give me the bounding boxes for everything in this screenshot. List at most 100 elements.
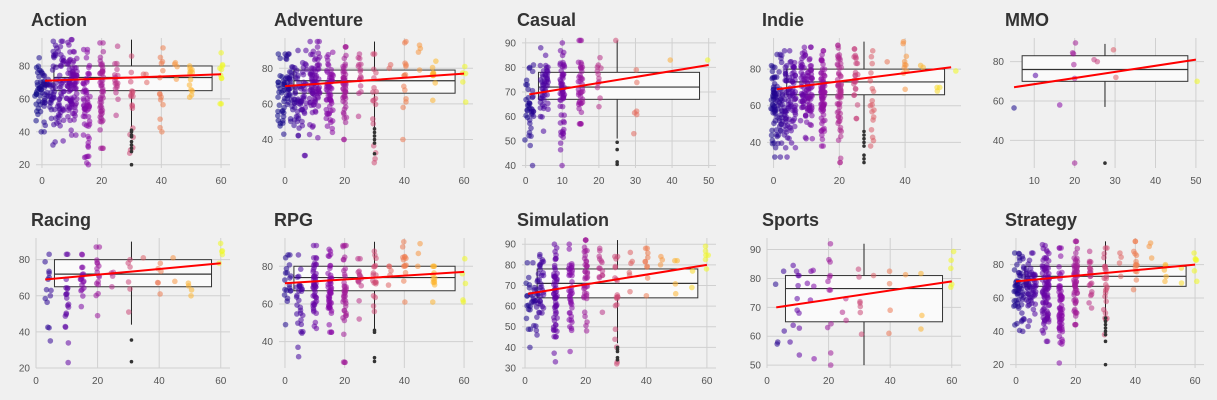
scatter-point — [46, 251, 52, 258]
scatter-point — [59, 38, 66, 45]
boxplot-outlier — [372, 328, 377, 333]
scatter-point — [529, 292, 536, 299]
scatter-point — [524, 259, 531, 266]
scatter-point — [294, 274, 301, 280]
boxplot-outlier — [1103, 332, 1108, 337]
scatter-point — [702, 248, 709, 254]
scatter-point — [777, 127, 784, 134]
boxplot-outlier — [615, 140, 619, 145]
y-tick-label: 40 — [262, 337, 274, 348]
scatter-point — [792, 72, 798, 79]
scatter-point — [217, 101, 223, 107]
y-tick-label: 90 — [505, 240, 517, 251]
scatter-point — [1039, 327, 1046, 334]
scatter-point — [1072, 287, 1079, 294]
scatter-point — [786, 116, 793, 123]
scatter-point — [188, 86, 194, 93]
scatter-point — [540, 128, 547, 135]
scatter-point — [80, 80, 87, 87]
y-tick-label: 80 — [505, 63, 517, 74]
scatter-point — [595, 62, 602, 68]
regression-line — [1013, 58, 1197, 89]
scatter-point — [370, 270, 377, 276]
facet-title: Casual — [517, 10, 577, 30]
scatter-point — [597, 265, 603, 272]
scatter-point — [341, 55, 348, 62]
scatter-point — [275, 51, 282, 57]
scatter-point — [771, 106, 777, 113]
scatter-point — [310, 308, 317, 315]
scatter-point — [356, 55, 363, 62]
scatter-point — [57, 43, 64, 50]
scatter-point — [531, 322, 537, 329]
boxplot-outlier — [129, 139, 134, 144]
scatter-point — [827, 362, 834, 368]
scatter-point — [387, 61, 394, 68]
facet-plot: 20 40 60 80 0 20 40 60 — [19, 36, 230, 187]
scatter-point — [280, 113, 287, 120]
y-tick-label: 80 — [19, 255, 31, 266]
scatter-point — [93, 292, 99, 299]
scatter-point — [294, 292, 300, 299]
scatter-point — [324, 54, 330, 60]
facet-title: MMO — [1005, 10, 1049, 30]
scatter-point — [218, 75, 225, 82]
scatter-point — [113, 89, 119, 96]
scatter-point — [1045, 318, 1052, 325]
scatter-point — [868, 53, 875, 60]
scatter-point — [855, 266, 862, 272]
scatter-point — [821, 66, 828, 73]
facet-strategy: Strategy 20 40 60 80 0 20 40 60 — [974, 200, 1217, 400]
scatter-point — [557, 120, 564, 126]
scatter-point — [856, 274, 862, 280]
scatter-point — [1072, 238, 1079, 245]
x-tick-label: 20 — [339, 176, 351, 187]
scatter-point — [327, 262, 334, 269]
scatter-point — [279, 107, 286, 114]
scatter-point — [582, 285, 588, 291]
scatter-point — [786, 48, 793, 54]
scatter-point — [799, 61, 806, 68]
scatter-point — [460, 79, 466, 85]
scatter-point — [129, 103, 136, 109]
scatter-point — [806, 56, 813, 63]
facet-indie: Indie 40 60 80 0 20 40 — [731, 0, 974, 200]
scatter-point — [74, 96, 80, 102]
scatter-point — [612, 336, 618, 343]
scatter-point — [403, 63, 409, 70]
scatter-point — [277, 55, 284, 62]
scatter-point — [566, 241, 573, 247]
scatter-point — [1087, 259, 1094, 265]
scatter-point — [128, 93, 134, 100]
scatter-point — [402, 299, 408, 305]
scatter-point — [72, 108, 79, 114]
scatter-point — [218, 50, 224, 56]
scatter-point — [1116, 260, 1123, 266]
scatter-point — [125, 309, 132, 315]
y-tick-label: 60 — [505, 112, 517, 123]
scatter-point — [81, 105, 88, 112]
scatter-point — [95, 278, 101, 285]
scatter-point — [1058, 293, 1065, 300]
facet-simulation: Simulation 30 40 50 60 70 80 90 0 20 40 60 — [486, 200, 729, 400]
y-tick-label: 80 — [505, 260, 517, 271]
scatter-point — [582, 252, 589, 259]
scatter-point — [68, 132, 75, 138]
scatter-point — [370, 116, 376, 122]
scatter-point — [341, 93, 348, 99]
boxplot-outlier — [1103, 362, 1108, 367]
facet-title: Indie — [762, 10, 805, 30]
scatter-point — [539, 102, 546, 108]
scatter-point — [1030, 306, 1037, 313]
scatter-point — [702, 243, 709, 250]
scatter-point — [1191, 268, 1198, 274]
scatter-point — [325, 293, 332, 300]
scatter-point — [99, 88, 105, 95]
scatter-point — [534, 332, 540, 338]
scatter-point — [79, 287, 85, 293]
scatter-point — [583, 237, 589, 243]
scatter-point — [528, 110, 535, 116]
x-tick-label: 0 — [39, 176, 45, 187]
scatter-point — [342, 44, 349, 50]
scatter-point — [171, 61, 178, 67]
